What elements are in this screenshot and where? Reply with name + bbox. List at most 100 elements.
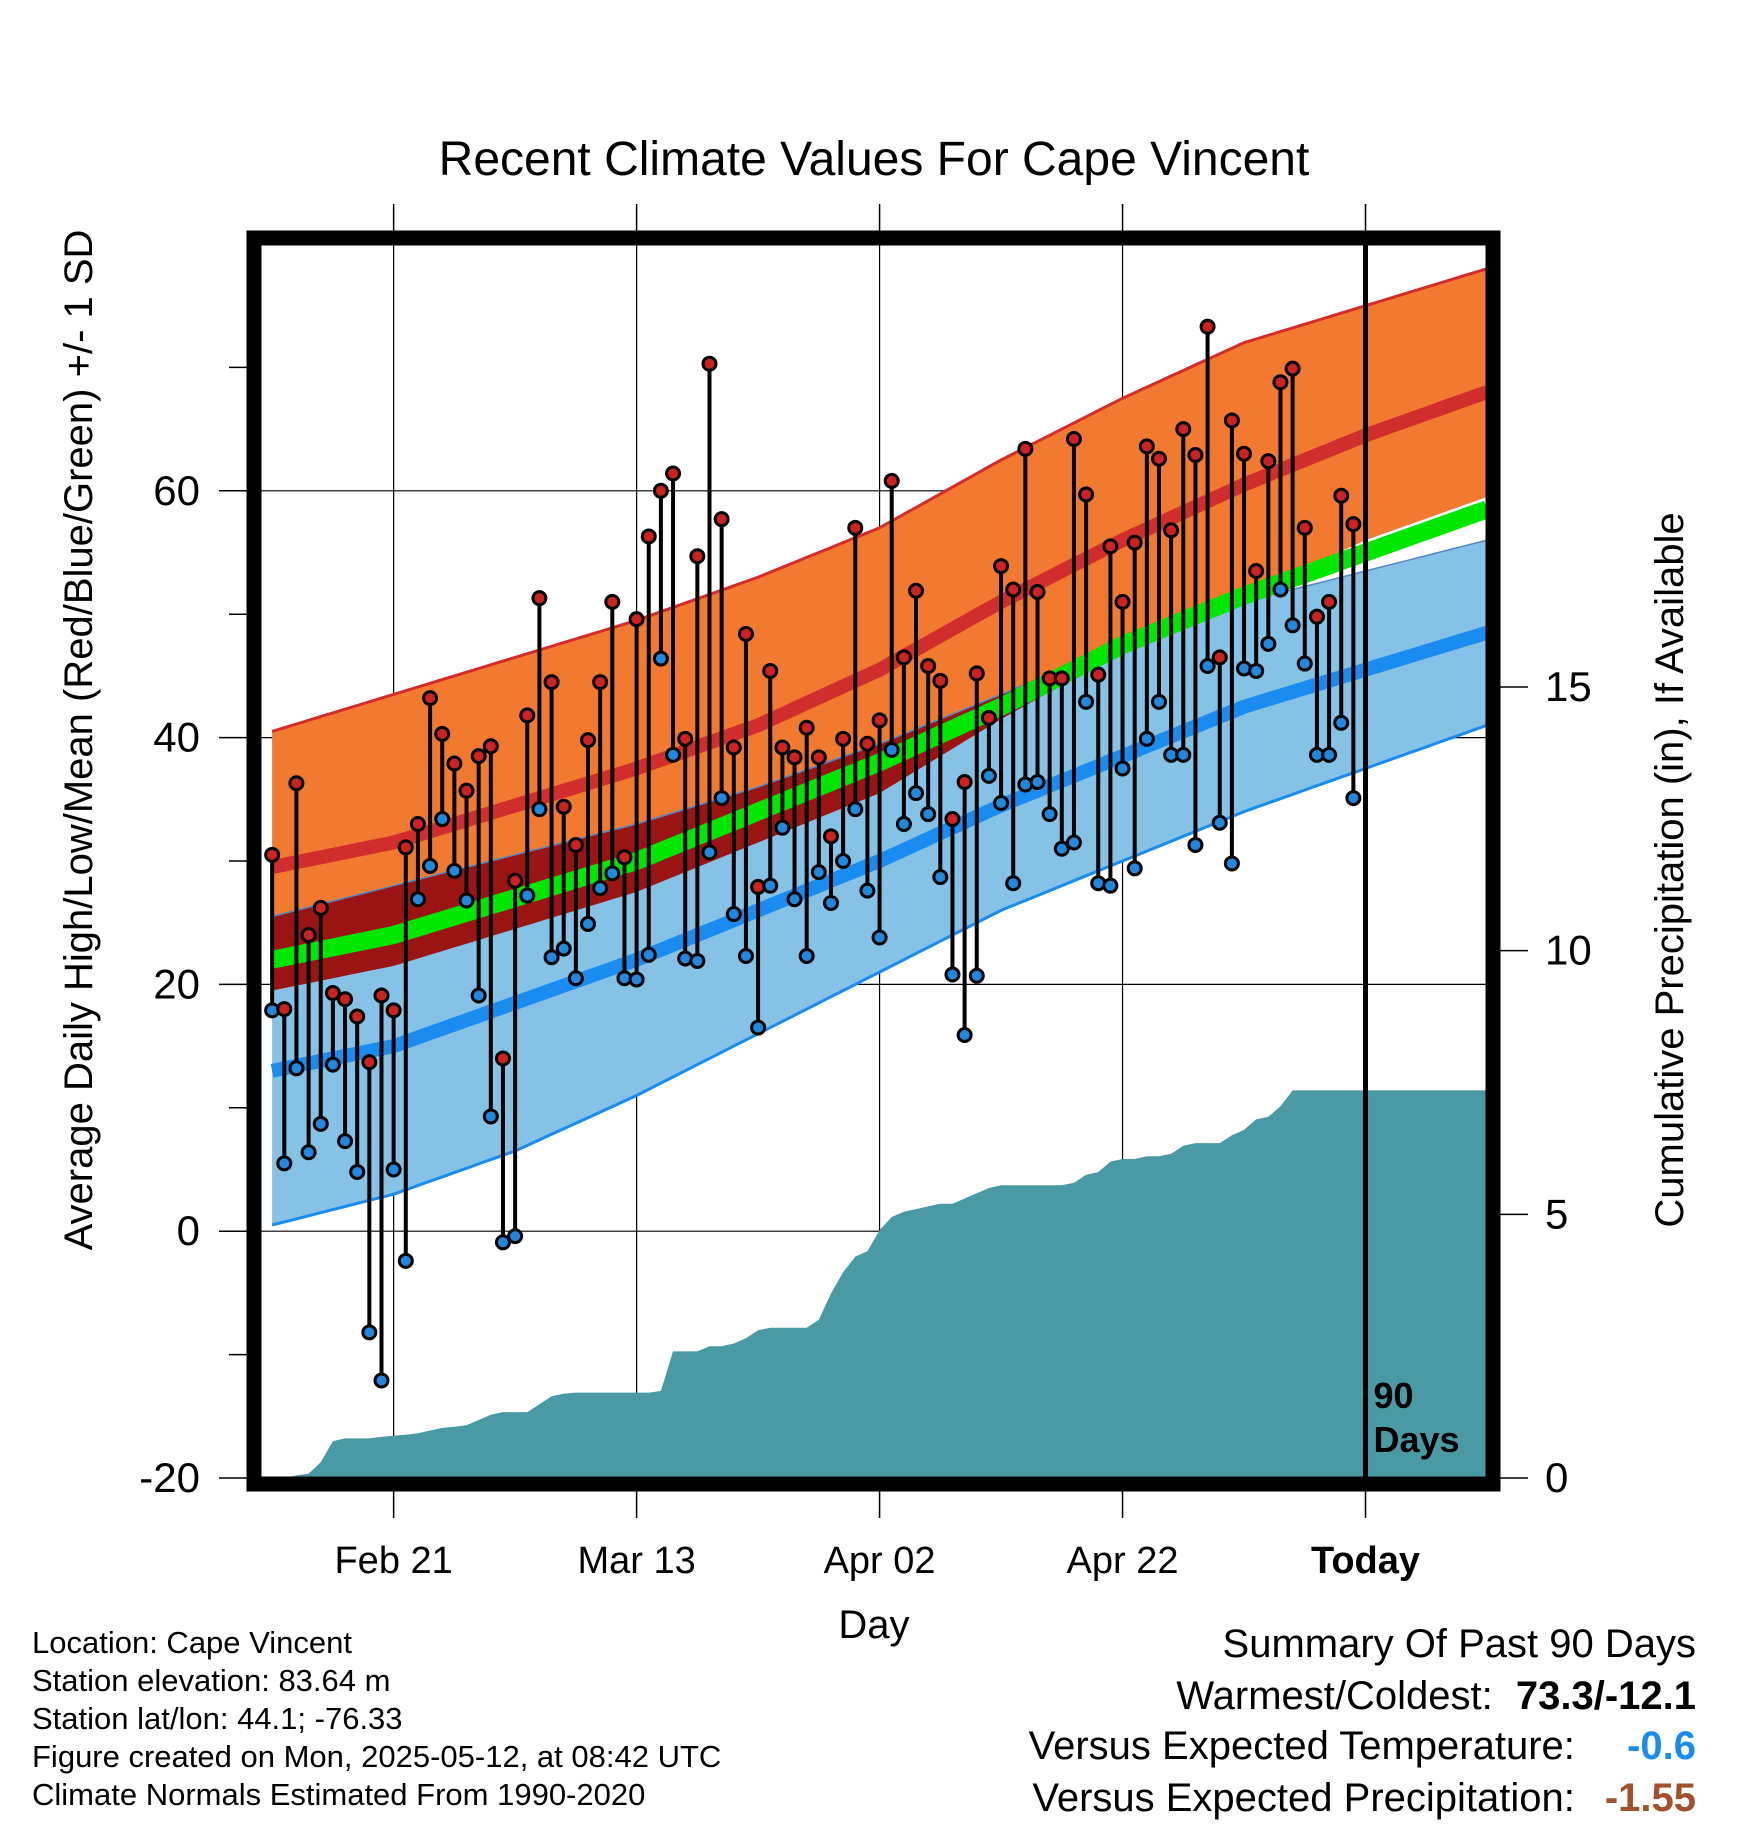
observed-high-point bbox=[543, 674, 560, 691]
observed-low-point bbox=[1321, 746, 1338, 763]
observed-high-point bbox=[993, 558, 1010, 575]
observed-low-point bbox=[337, 1133, 354, 1150]
observed-high-point bbox=[422, 690, 439, 707]
observed-high-point bbox=[385, 1002, 402, 1019]
y-tick-label: 20 bbox=[153, 960, 200, 1007]
normal-high-line bbox=[270, 385, 1487, 875]
today-days-word: Days bbox=[1374, 1419, 1460, 1460]
observed-high-point bbox=[531, 590, 548, 607]
observed-high-point bbox=[883, 472, 900, 489]
observed-high-point bbox=[482, 738, 499, 755]
low-sd-lower-line bbox=[271, 723, 1487, 1227]
observed-high-point bbox=[1102, 538, 1119, 555]
observed-high-point bbox=[677, 730, 694, 747]
summary-title: Summary Of Past 90 Days bbox=[1222, 1622, 1696, 1666]
observed-high-point bbox=[725, 739, 742, 756]
observed-low-point bbox=[604, 865, 621, 882]
observed-low-point bbox=[908, 785, 925, 802]
observed-high-point bbox=[1308, 608, 1325, 625]
observed-high-point bbox=[652, 482, 669, 499]
observed-high-point bbox=[640, 528, 657, 545]
observed-low-point bbox=[701, 844, 718, 861]
observed-high-point bbox=[932, 672, 949, 689]
observed-low-point bbox=[1199, 658, 1216, 675]
observed-low-point bbox=[810, 864, 827, 881]
observed-high-point bbox=[397, 839, 414, 856]
observed-low-point bbox=[871, 929, 888, 946]
observed-low-point bbox=[1333, 714, 1350, 731]
plot-frame bbox=[246, 230, 1501, 1492]
observed-high-point bbox=[580, 732, 597, 749]
observed-low-point bbox=[1078, 693, 1095, 710]
observed-high-point bbox=[470, 748, 487, 765]
precip-area bbox=[272, 1090, 1487, 1478]
observed-high-point bbox=[956, 774, 973, 791]
observed-low-point bbox=[1296, 655, 1313, 672]
y-axis-label: Average Daily High/Low/Mean (Red/Blue/Gr… bbox=[57, 230, 101, 1251]
observed-high-point bbox=[774, 739, 791, 756]
y2-tick-label: 5 bbox=[1545, 1190, 1568, 1237]
observed-high-point bbox=[1078, 486, 1095, 503]
precip-value: -1.55 bbox=[1604, 1776, 1696, 1820]
created-text: Figure created on Mon, 2025-05-12, at 08… bbox=[32, 1739, 722, 1774]
observed-low-point bbox=[1223, 855, 1240, 872]
observed-low-point bbox=[288, 1060, 305, 1077]
observed-low-point bbox=[349, 1163, 366, 1180]
observed-high-point bbox=[1163, 522, 1180, 539]
high-sd-upper-line bbox=[271, 267, 1487, 733]
observed-low-point bbox=[993, 795, 1010, 812]
observed-low-point bbox=[300, 1144, 317, 1161]
y-tick-label: 40 bbox=[153, 714, 200, 761]
observed-low-point bbox=[567, 970, 584, 987]
observed-high-point bbox=[337, 991, 354, 1008]
observed-high-point bbox=[1223, 412, 1240, 429]
observed-low-point bbox=[592, 880, 609, 897]
y2-tick-label: 10 bbox=[1545, 927, 1592, 974]
observed-high-point bbox=[1284, 360, 1301, 377]
observed-high-point bbox=[519, 707, 536, 724]
observed-high-point bbox=[1199, 318, 1216, 335]
observed-low-point bbox=[422, 857, 439, 874]
observed-low-point bbox=[494, 1234, 511, 1251]
summary-temp-row: Versus Expected Temperature: -0.6 bbox=[1029, 1724, 1696, 1769]
observed-low-point bbox=[324, 1056, 341, 1073]
y2-tick-label: 15 bbox=[1545, 663, 1592, 710]
observed-high-point bbox=[871, 712, 888, 729]
observed-low-point bbox=[822, 894, 839, 911]
observed-low-point bbox=[956, 1026, 973, 1043]
observed-high-point bbox=[835, 730, 852, 747]
observed-high-point bbox=[276, 1001, 293, 1018]
observed-low-point bbox=[665, 746, 682, 763]
observed-high-point bbox=[1345, 516, 1362, 533]
observed-low-point bbox=[1114, 760, 1131, 777]
warmest-value: 73.3/-12.1 bbox=[1515, 1674, 1696, 1718]
observed-low-point bbox=[555, 940, 572, 957]
today-days-number: 90 bbox=[1374, 1375, 1414, 1416]
observed-high-point bbox=[762, 662, 779, 679]
observed-high-point bbox=[409, 815, 426, 832]
observed-high-point bbox=[324, 985, 341, 1002]
observed-low-point bbox=[1272, 581, 1289, 598]
observed-high-point bbox=[349, 1008, 366, 1025]
observed-high-point bbox=[1272, 374, 1289, 391]
observed-low-point bbox=[628, 971, 645, 988]
observed-high-point bbox=[1236, 445, 1253, 462]
observed-low-point bbox=[458, 892, 475, 909]
chart-title: Recent Climate Values For Cape Vincent bbox=[439, 133, 1310, 186]
observed-high-point bbox=[908, 582, 925, 599]
observed-low-point bbox=[968, 967, 985, 984]
observed-low-point bbox=[531, 801, 548, 818]
observed-high-point bbox=[689, 548, 706, 565]
observed-high-point bbox=[1150, 450, 1167, 467]
y2-axis-label: Cumulative Precipitation (in), If Availa… bbox=[1648, 512, 1692, 1227]
observed-high-point bbox=[665, 465, 682, 482]
observed-high-point bbox=[1017, 440, 1034, 457]
observed-low-point bbox=[312, 1115, 329, 1132]
observed-low-point bbox=[895, 815, 912, 832]
observed-high-point bbox=[300, 927, 317, 944]
observed-low-point bbox=[1150, 693, 1167, 710]
observed-low-point bbox=[434, 811, 451, 828]
observed-high-point bbox=[555, 798, 572, 815]
observed-low-point bbox=[1005, 875, 1022, 892]
